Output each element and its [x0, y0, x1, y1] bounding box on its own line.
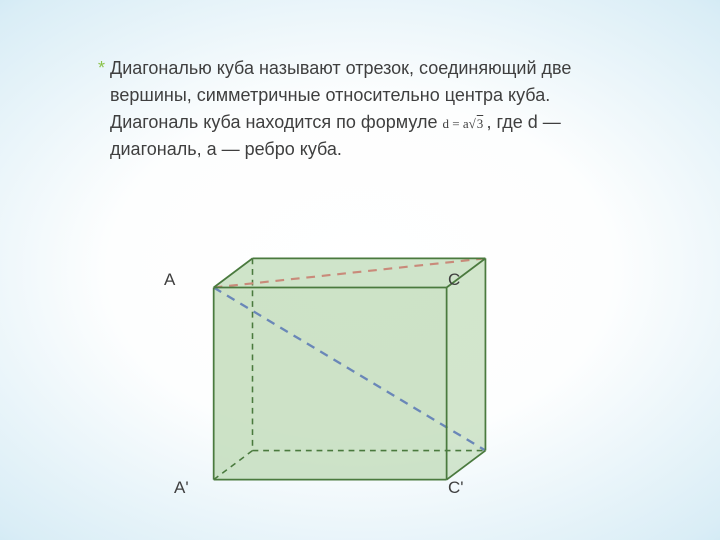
label-Cprime: C' — [448, 478, 464, 498]
page-background: * Диагональю куба называют отрезок, соед… — [0, 0, 720, 540]
formula: d = a√3 — [442, 116, 486, 131]
cube-top-face — [214, 258, 486, 287]
cube-right-face — [447, 258, 486, 479]
bullet-star-icon: * — [98, 55, 105, 82]
definition-paragraph: * Диагональю куба называют отрезок, соед… — [110, 55, 630, 163]
formula-lhs: d = a — [442, 116, 468, 131]
cube-diagram: A C A' C' — [150, 230, 570, 530]
label-C: C — [448, 270, 460, 290]
formula-radicand: 3 — [476, 116, 484, 131]
sqrt-icon: √ — [469, 116, 476, 131]
label-Aprime: A' — [174, 478, 189, 498]
label-A: A — [164, 270, 175, 290]
